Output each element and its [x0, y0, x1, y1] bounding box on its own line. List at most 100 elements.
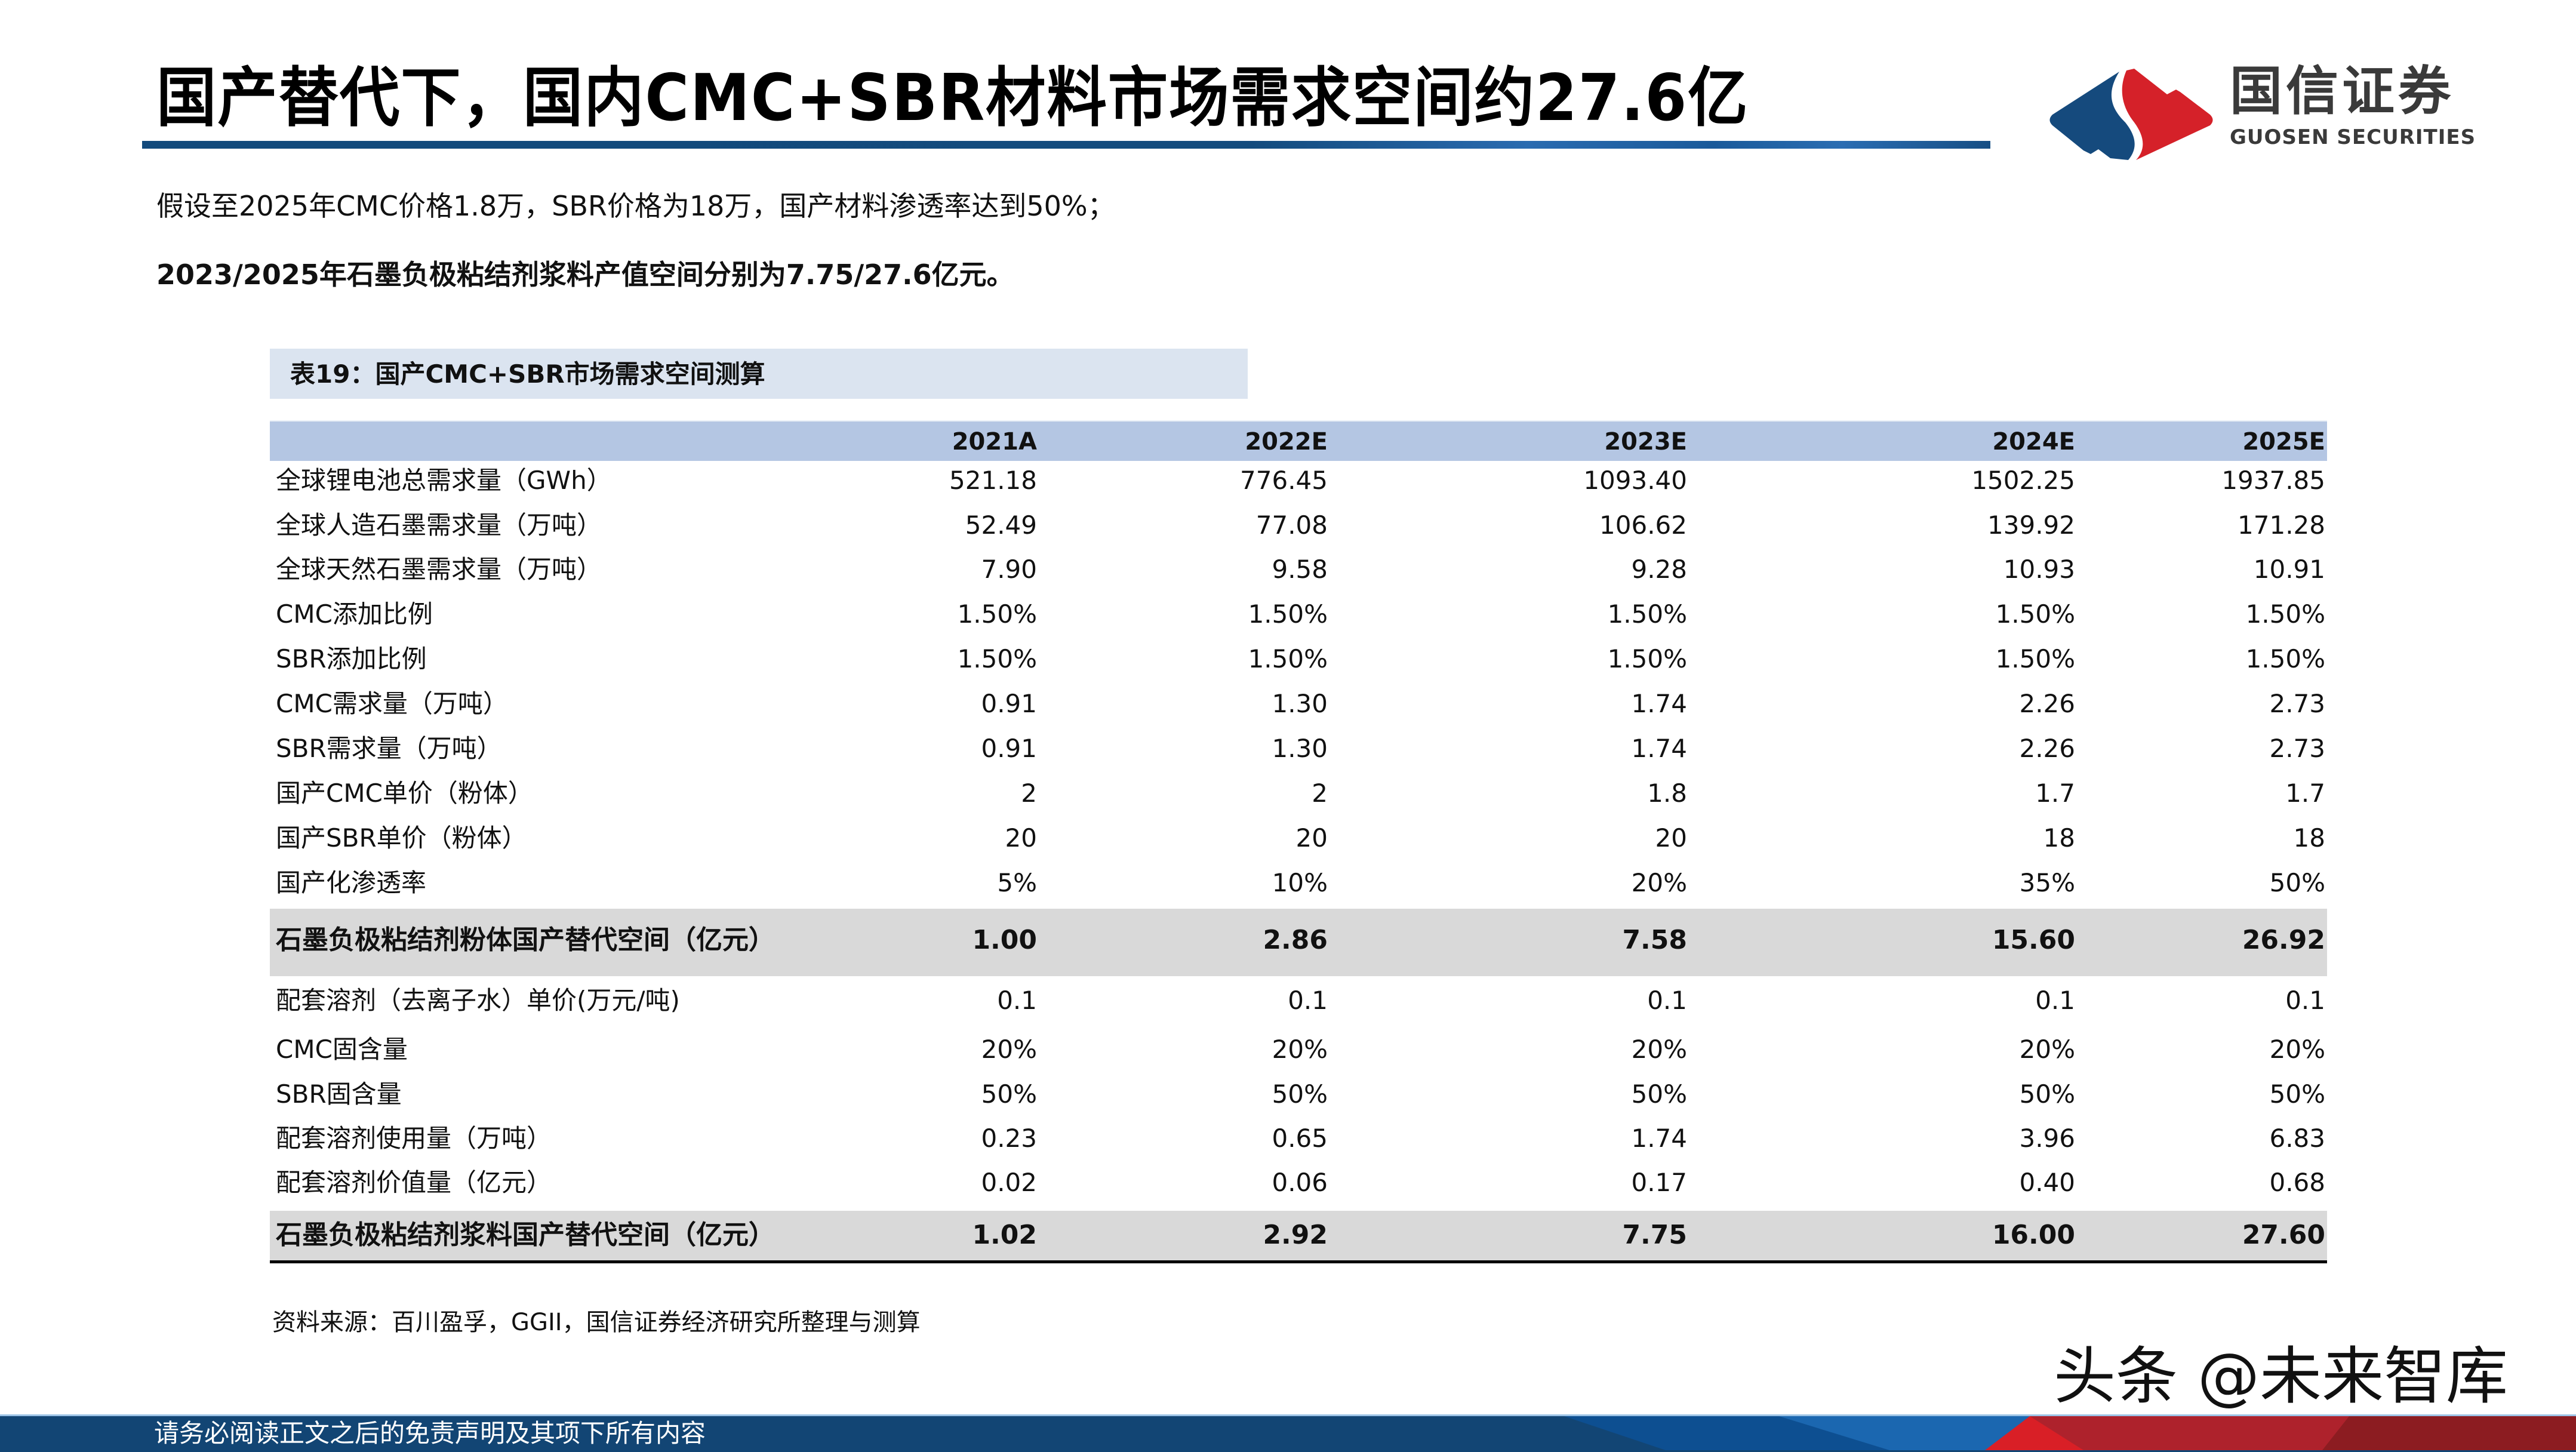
guosen-logo-icon: [2049, 69, 2213, 160]
cell-2024E: 3.96: [2019, 1124, 2075, 1153]
cell-2024E: 1.50%: [1995, 644, 2075, 673]
cell-2024E: 1.7: [2035, 779, 2075, 808]
cell-2025E: 1937.85: [2221, 466, 2325, 495]
cell-2023E: 20: [1655, 823, 1687, 853]
column-header-2023E: 2023E: [1604, 428, 1687, 456]
cell-2022E: 1.30: [1272, 734, 1328, 763]
cell-2022E: 0.65: [1272, 1124, 1328, 1153]
cell-2024E: 0.1: [2035, 986, 2075, 1015]
cell-2021A: 0.91: [981, 734, 1037, 763]
cell-2025E: 50%: [2269, 1079, 2325, 1109]
table-row: 国产CMC单价（粉体） 2 2 1.8 1.7 1.7: [270, 771, 2327, 816]
table-row-subtotal: 石墨负极粘结剂浆料国产替代空间（亿元） 1.02 2.92 7.75 16.00 27.6…: [270, 1211, 2327, 1263]
cell-2023E: 106.62: [1599, 510, 1687, 540]
row-label: 配套溶剂价值量（亿元）: [276, 1168, 552, 1197]
row-label: CMC需求量（万吨）: [276, 689, 508, 718]
cell-2025E: 0.68: [2269, 1168, 2325, 1197]
cell-2024E: 2.26: [2019, 734, 2075, 763]
cell-2021A: 1.50%: [957, 599, 1037, 629]
cell-2025E: 6.83: [2269, 1124, 2325, 1153]
row-label: CMC固含量: [276, 1035, 408, 1064]
cell-2022E: 20%: [1272, 1035, 1328, 1064]
row-label: SBR添加比例: [276, 644, 427, 673]
table-row: CMC添加比例 1.50% 1.50% 1.50% 1.50% 1.50%: [270, 592, 2327, 636]
cell-2021A: 0.02: [981, 1168, 1037, 1197]
cell-2021A: 0.23: [981, 1124, 1037, 1153]
cell-2023E: 20%: [1631, 1035, 1687, 1064]
cell-2022E: 2.92: [1263, 1220, 1328, 1250]
cell-2022E: 0.06: [1272, 1168, 1328, 1197]
table-row: 配套溶剂价值量（亿元） 0.02 0.06 0.17 0.40 0.68: [270, 1161, 2327, 1205]
cell-2022E: 0.1: [1288, 986, 1328, 1015]
cell-2024E: 1.50%: [1995, 599, 2075, 629]
logo-chinese-name: 国信证券: [2230, 60, 2455, 122]
cell-2025E: 26.92: [2242, 925, 2325, 955]
column-header-2025E: 2025E: [2242, 428, 2325, 456]
cell-2023E: 1.50%: [1607, 644, 1687, 673]
cell-2025E: 50%: [2269, 868, 2325, 897]
cell-2024E: 139.92: [1987, 510, 2075, 540]
cell-2025E: 1.50%: [2245, 644, 2325, 673]
cell-2024E: 0.40: [2019, 1168, 2075, 1197]
cell-2025E: 1.50%: [2245, 599, 2325, 629]
cell-2022E: 50%: [1272, 1079, 1328, 1109]
cell-2023E: 1.74: [1631, 734, 1687, 763]
cell-2022E: 2: [1312, 779, 1328, 808]
cell-2022E: 776.45: [1240, 466, 1328, 495]
cell-2024E: 35%: [2019, 868, 2075, 897]
cell-2025E: 0.1: [2285, 986, 2325, 1015]
table-caption-text: 表19：国产CMC+SBR市场需求空间测算: [290, 359, 765, 389]
logo-english-name: GUOSEN SECURITIES: [2230, 125, 2476, 149]
cell-2023E: 0.17: [1631, 1168, 1687, 1197]
column-header-2024E: 2024E: [1992, 428, 2075, 456]
row-label: CMC添加比例: [276, 599, 433, 629]
cell-2022E: 20: [1295, 823, 1328, 853]
table-row: 全球天然石墨需求量（万吨） 7.90 9.58 9.28 10.93 10.91: [270, 547, 2327, 592]
table-row: 全球锂电池总需求量（GWh） 521.18 776.45 1093.40 1502.25…: [270, 459, 2327, 503]
cell-2024E: 50%: [2019, 1079, 2075, 1109]
table-header-row: 2021A 2022E 2023E 2024E 2025E: [270, 420, 2327, 461]
cell-2021A: 1.02: [972, 1220, 1037, 1250]
footer-decoration-icon: [1564, 1416, 2576, 1450]
cell-2022E: 2.86: [1263, 925, 1328, 955]
table-row: 国产化渗透率 5% 10% 20% 35% 50%: [270, 861, 2327, 905]
cell-2022E: 9.58: [1272, 555, 1328, 584]
row-label: 国产化渗透率: [276, 868, 427, 897]
row-label: 配套溶剂（去离子水）单价(万元/吨): [276, 986, 680, 1015]
cell-2021A: 1.00: [972, 925, 1037, 955]
column-header-2021A: 2021A: [952, 428, 1037, 456]
cell-2021A: 0.1: [997, 986, 1037, 1015]
cell-2022E: 77.08: [1255, 510, 1328, 540]
column-header-2022E: 2022E: [1245, 428, 1328, 456]
cell-2025E: 10.91: [2253, 555, 2325, 584]
cell-2023E: 7.75: [1622, 1220, 1687, 1250]
row-label: 全球天然石墨需求量（万吨）: [276, 555, 602, 584]
row-label: 全球人造石墨需求量（万吨）: [276, 510, 602, 540]
cell-2021A: 7.90: [981, 555, 1037, 584]
title-underline: [142, 141, 1990, 149]
cell-2023E: 20%: [1631, 868, 1687, 897]
cell-2023E: 7.58: [1622, 925, 1687, 955]
row-label: SBR需求量（万吨）: [276, 734, 502, 763]
cell-2021A: 20%: [981, 1035, 1037, 1064]
cell-2021A: 521.18: [949, 466, 1037, 495]
cell-2024E: 2.26: [2019, 689, 2075, 718]
cell-2022E: 1.50%: [1248, 599, 1328, 629]
conclusion-text: 2023/2025年石墨负极粘结剂浆料产值空间分别为7.75/27.6亿元。: [156, 259, 1014, 291]
assumption-text: 假设至2025年CMC价格1.8万，SBR价格为18万，国产材料渗透率达到50%…: [156, 190, 1115, 222]
cell-2023E: 1.74: [1631, 689, 1687, 718]
cell-2022E: 1.50%: [1248, 644, 1328, 673]
cell-2021A: 52.49: [965, 510, 1037, 540]
cell-2025E: 1.7: [2285, 779, 2325, 808]
cell-2025E: 2.73: [2269, 734, 2325, 763]
table-row: 配套溶剂（去离子水）单价(万元/吨) 0.1 0.1 0.1 0.1 0.1: [270, 979, 2327, 1023]
cell-2025E: 18: [2293, 823, 2325, 853]
cell-2022E: 10%: [1272, 868, 1328, 897]
cell-2023E: 1093.40: [1583, 466, 1687, 495]
table-row: CMC需求量（万吨） 0.91 1.30 1.74 2.26 2.73: [270, 682, 2327, 726]
row-label: 配套溶剂使用量（万吨）: [276, 1124, 552, 1153]
table-row: SBR需求量（万吨） 0.91 1.30 1.74 2.26 2.73: [270, 727, 2327, 771]
table-row: CMC固含量 20% 20% 20% 20% 20%: [270, 1028, 2327, 1072]
table-row: 全球人造石墨需求量（万吨） 52.49 77.08 106.62 139.92 171.2…: [270, 503, 2327, 547]
row-label: 国产CMC单价（粉体）: [276, 779, 533, 808]
